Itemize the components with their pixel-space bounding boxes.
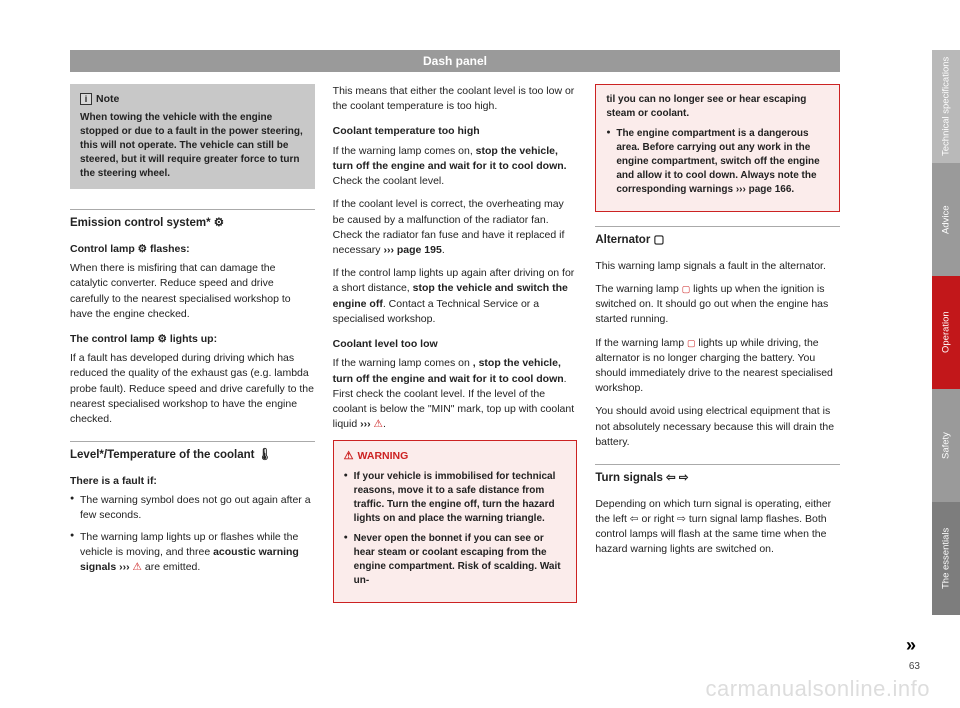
para: If the control lamp lights up again afte… bbox=[333, 266, 578, 327]
note-label: Note bbox=[96, 93, 119, 105]
sub-level-low: Coolant level too low bbox=[333, 337, 578, 352]
warning-body: til you can no longer see or hear escapi… bbox=[606, 93, 829, 197]
page-number: 63 bbox=[909, 661, 920, 672]
section-turnsignals-title: Turn signals ⇦ ⇨ bbox=[595, 464, 840, 487]
info-icon: i bbox=[80, 93, 92, 105]
watermark: carmanualsonline.info bbox=[705, 676, 930, 702]
para: You should avoid using electrical equipm… bbox=[595, 404, 840, 450]
ref-arrows: ››› bbox=[360, 418, 373, 430]
warning-triangle-icon: ⚠ bbox=[374, 418, 383, 430]
list-item: Never open the bonnet if you can see or … bbox=[344, 532, 567, 588]
side-tabs: Technical specifications Advice Operatio… bbox=[932, 50, 960, 615]
text: If the coolant level is correct, the ove… bbox=[333, 198, 565, 256]
warning-label: WARNING bbox=[358, 450, 409, 462]
continuation-mark: » bbox=[906, 635, 916, 656]
warning-triangle-icon: ⚠ bbox=[133, 561, 142, 573]
text: . bbox=[791, 184, 794, 195]
para: If the warning lamp comes on, stop the v… bbox=[333, 144, 578, 190]
text: or right bbox=[639, 513, 678, 525]
warning-triangle-icon: ⚠ bbox=[344, 450, 354, 462]
list-item: The engine compartment is a dangerous ar… bbox=[606, 127, 829, 197]
warning-title: ⚠ WARNING bbox=[344, 449, 567, 465]
page-content: Dash panel i Note When towing the vehicle… bbox=[70, 50, 840, 660]
column-1: i Note When towing the vehicle with the e… bbox=[70, 84, 315, 603]
column-layout: i Note When towing the vehicle with the e… bbox=[70, 84, 840, 603]
list-item: The warning symbol does not go out again… bbox=[70, 493, 315, 523]
para: This means that either the coolant level… bbox=[333, 84, 578, 114]
text: . bbox=[442, 244, 445, 256]
tab-essentials[interactable]: The essentials bbox=[932, 502, 960, 615]
indicator-icon: ▢ bbox=[682, 284, 691, 294]
section-coolant-title: Level*/Temperature of the coolant 🌡 bbox=[70, 441, 315, 464]
sub-temp-high: Coolant temperature too high bbox=[333, 124, 578, 139]
tab-operation[interactable]: Operation bbox=[932, 276, 960, 389]
note-body: When towing the vehicle with the engine … bbox=[80, 111, 305, 181]
para: When there is misfiring that can damage … bbox=[70, 261, 315, 322]
section-emission-title: Emission control system* ⚙ bbox=[70, 209, 315, 232]
text: If the warning lamp comes on bbox=[333, 357, 473, 369]
para: This warning lamp signals a fault in the… bbox=[595, 259, 840, 274]
indicator-icon: ▢ bbox=[687, 338, 696, 348]
list-item: If your vehicle is immobilised for techn… bbox=[344, 470, 567, 526]
para: The warning lamp ▢ lights up when the ig… bbox=[595, 282, 840, 328]
warning-box: ⚠ WARNING If your vehicle is immobilised … bbox=[333, 440, 578, 603]
tab-safety[interactable]: Safety bbox=[932, 389, 960, 502]
note-title: i Note bbox=[80, 92, 305, 107]
text: are emitted. bbox=[142, 561, 200, 573]
text: . bbox=[383, 418, 386, 430]
tab-advice[interactable]: Advice bbox=[932, 163, 960, 276]
tab-tech-specs[interactable]: Technical specifications bbox=[932, 50, 960, 163]
para: If the warning lamp comes on , stop the … bbox=[333, 356, 578, 432]
text: If the warning lamp bbox=[595, 337, 687, 349]
text: til you can no longer see or hear escapi… bbox=[606, 93, 829, 121]
para: If the warning lamp ▢ lights up while dr… bbox=[595, 336, 840, 397]
left-arrow-icon: ⇦ bbox=[630, 513, 639, 525]
note-box: i Note When towing the vehicle with the e… bbox=[70, 84, 315, 189]
sub-fault: There is a fault if: bbox=[70, 474, 315, 489]
column-3: til you can no longer see or hear escapi… bbox=[595, 84, 840, 603]
sub-flashes: Control lamp ⚙ flashes: bbox=[70, 242, 315, 257]
sub-lightsup: The control lamp ⚙ lights up: bbox=[70, 332, 315, 347]
text: If the warning lamp comes on, bbox=[333, 145, 476, 157]
right-arrow-icon: ⇨ bbox=[677, 513, 686, 525]
text: Check the coolant level. bbox=[333, 175, 444, 187]
warning-body: If your vehicle is immobilised for techn… bbox=[344, 470, 567, 588]
section-header: Dash panel bbox=[70, 50, 840, 72]
list-item: The warning lamp lights up or flashes wh… bbox=[70, 530, 315, 576]
para: Depending on which turn signal is operat… bbox=[595, 497, 840, 558]
text: The warning lamp bbox=[595, 283, 681, 295]
page-ref: ››› page 166 bbox=[736, 184, 792, 195]
warning-box-cont: til you can no longer see or hear escapi… bbox=[595, 84, 840, 212]
section-alternator-title: Alternator ▢ bbox=[595, 226, 840, 249]
para: If the coolant level is correct, the ove… bbox=[333, 197, 578, 258]
page-ref: ››› page 195 bbox=[383, 244, 441, 256]
para: If a fault has developed during driving … bbox=[70, 351, 315, 427]
column-2: This means that either the coolant level… bbox=[333, 84, 578, 603]
